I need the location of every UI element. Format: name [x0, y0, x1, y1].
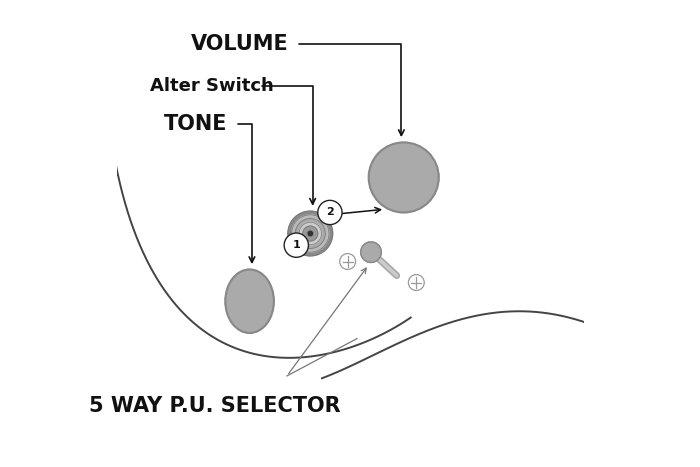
Circle shape — [288, 211, 332, 256]
Circle shape — [299, 222, 321, 245]
Circle shape — [308, 231, 313, 236]
Circle shape — [360, 242, 382, 262]
Text: TONE: TONE — [164, 114, 228, 134]
Text: 2: 2 — [326, 207, 334, 218]
Circle shape — [318, 200, 342, 225]
Ellipse shape — [225, 269, 274, 333]
Circle shape — [295, 219, 326, 248]
Text: 1: 1 — [293, 240, 300, 250]
Circle shape — [307, 230, 314, 237]
Circle shape — [369, 142, 439, 212]
Text: Alter Switch: Alter Switch — [150, 78, 274, 95]
Text: VOLUME: VOLUME — [191, 35, 289, 54]
Circle shape — [303, 226, 318, 241]
Circle shape — [292, 215, 329, 252]
Text: 5 WAY P.U. SELECTOR: 5 WAY P.U. SELECTOR — [89, 396, 340, 416]
Circle shape — [284, 233, 309, 257]
